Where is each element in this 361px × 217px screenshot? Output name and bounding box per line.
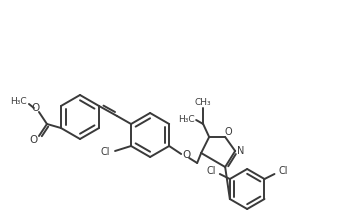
Text: O: O xyxy=(32,103,40,113)
Text: O: O xyxy=(224,127,232,137)
Text: Cl: Cl xyxy=(206,166,216,176)
Text: H₃C: H₃C xyxy=(178,115,195,123)
Text: N: N xyxy=(238,146,245,156)
Text: O: O xyxy=(30,135,38,145)
Text: O: O xyxy=(182,150,190,160)
Text: Cl: Cl xyxy=(279,166,288,176)
Text: Cl: Cl xyxy=(100,147,110,157)
Text: H₃C: H₃C xyxy=(10,97,26,107)
Text: CH₃: CH₃ xyxy=(195,97,212,107)
